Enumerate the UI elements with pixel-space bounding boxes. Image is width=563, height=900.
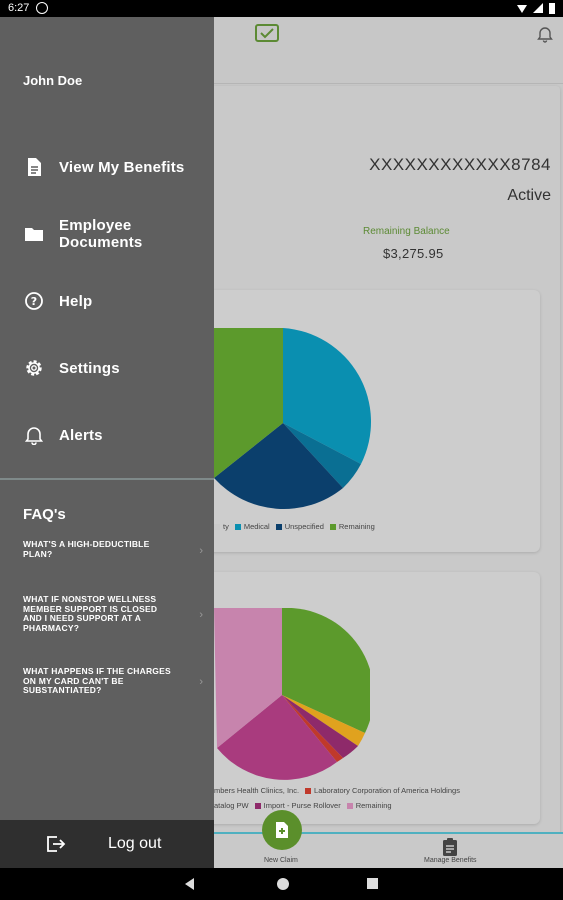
legend-item: mbers Health Clinics, Inc. (205, 786, 299, 795)
logout-label: Log out (108, 835, 162, 852)
add-document-icon (276, 822, 288, 838)
faq-item-high-deductible[interactable]: WHAT'S A HIGH-DEDUCTIBLE PLAN? › (23, 539, 209, 559)
merchant-chart-legend-row1: mbers Health Clinics, Inc. Laboratory Co… (205, 786, 460, 795)
menu-item-label: Settings (59, 359, 120, 377)
pie-slice-medical (283, 328, 372, 464)
pie-slice-unspecified (214, 423, 343, 510)
merchant-pie-chart (214, 608, 370, 780)
notification-status-icon (36, 2, 48, 14)
menu-item-employee-documents[interactable]: Employee Documents (0, 214, 214, 254)
system-icons (517, 3, 555, 14)
faq-title: FAQ's (23, 506, 66, 523)
document-icon (28, 158, 41, 176)
legend-item: Remaining (346, 801, 392, 810)
pie-slice-red (282, 695, 343, 762)
merchant-chart-legend-row2: atalog PW Import - Purse Rollover Remain… (205, 801, 392, 810)
navigation-drawer: John Doe View My Benefits Employee Docum… (0, 17, 214, 868)
drawer-divider (0, 478, 214, 480)
legend-item: ty (214, 522, 229, 531)
new-claim-button[interactable] (262, 810, 302, 850)
menu-item-label: Alerts (59, 426, 103, 444)
menu-item-alerts[interactable]: Alerts (0, 415, 214, 455)
legend-item: Remaining (329, 522, 375, 531)
pie-slice-magenta (282, 695, 358, 758)
remaining-balance-value: $3,275.95 (383, 246, 444, 261)
remaining-balance-label: Remaining Balance (363, 226, 450, 237)
svg-text:?: ? (31, 295, 37, 308)
gear-icon (26, 360, 42, 376)
faq-question: WHAT HAPPENS IF THE CHARGES ON MY CARD C… (23, 666, 171, 695)
account-status: Active (507, 187, 551, 204)
logout-button[interactable]: Log out (0, 820, 214, 868)
pie-slice-pink-dark (217, 695, 337, 780)
menu-item-help[interactable]: ? Help (0, 281, 214, 321)
legend-item: Import - Purse Rollover (254, 801, 341, 810)
legend-item: Laboratory Corporation of America Holdin… (305, 786, 460, 795)
faq-question: WHAT'S A HIGH-DEDUCTIBLE PLAN? (23, 539, 150, 559)
menu-item-label: Employee Documents (59, 217, 143, 251)
logo-icon (255, 24, 279, 42)
menu-item-label: Help (59, 292, 93, 310)
pie-slice-pink (214, 608, 282, 748)
clipboard-icon[interactable] (441, 837, 459, 857)
pie-slice-remaining (282, 608, 370, 733)
bell-icon (24, 427, 44, 445)
spending-pie-chart (214, 328, 372, 510)
pie-slice-medical-2 (283, 423, 361, 488)
account-number: XXXXXXXXXXXX8784 (369, 155, 551, 174)
menu-item-view-my-benefits[interactable]: View My Benefits (0, 147, 214, 187)
recent-apps-icon[interactable] (367, 878, 378, 889)
legend-item: Unspecified (275, 522, 324, 531)
pie-slice-orange (282, 695, 365, 746)
menu-item-settings[interactable]: Settings (0, 348, 214, 388)
status-time: 6:27 (8, 2, 30, 14)
chevron-right-icon: › (199, 609, 203, 621)
help-icon: ? (25, 292, 43, 310)
home-icon[interactable] (277, 878, 289, 890)
faq-question: WHAT IF NONSTOP WELLNESS MEMBER SUPPORT … (23, 594, 158, 633)
manage-benefits-label[interactable]: Manage Benefits (424, 857, 477, 864)
android-nav-bar (0, 868, 563, 900)
menu-item-label: View My Benefits (59, 158, 185, 176)
wifi-icon (517, 5, 527, 13)
status-bar: 6:27 (0, 0, 563, 17)
cell-signal-icon (533, 3, 543, 13)
chevron-right-icon: › (199, 676, 203, 689)
logout-icon (47, 836, 66, 852)
legend-item: Medical (234, 522, 270, 531)
notifications-bell-icon[interactable] (537, 25, 553, 43)
folder-icon (25, 228, 43, 241)
pie-slice-remaining (214, 328, 283, 478)
back-icon[interactable] (185, 878, 194, 890)
faq-item-charges-substantiated[interactable]: WHAT HAPPENS IF THE CHARGES ON MY CARD C… (23, 666, 209, 696)
faq-item-support-closed[interactable]: WHAT IF NONSTOP WELLNESS MEMBER SUPPORT … (23, 594, 209, 633)
spending-chart-legend: ty Medical Unspecified Remaining (214, 522, 375, 531)
chevron-right-icon: › (199, 544, 203, 557)
new-claim-label: New Claim (264, 857, 298, 864)
battery-icon (549, 3, 555, 14)
user-name: John Doe (23, 73, 83, 88)
